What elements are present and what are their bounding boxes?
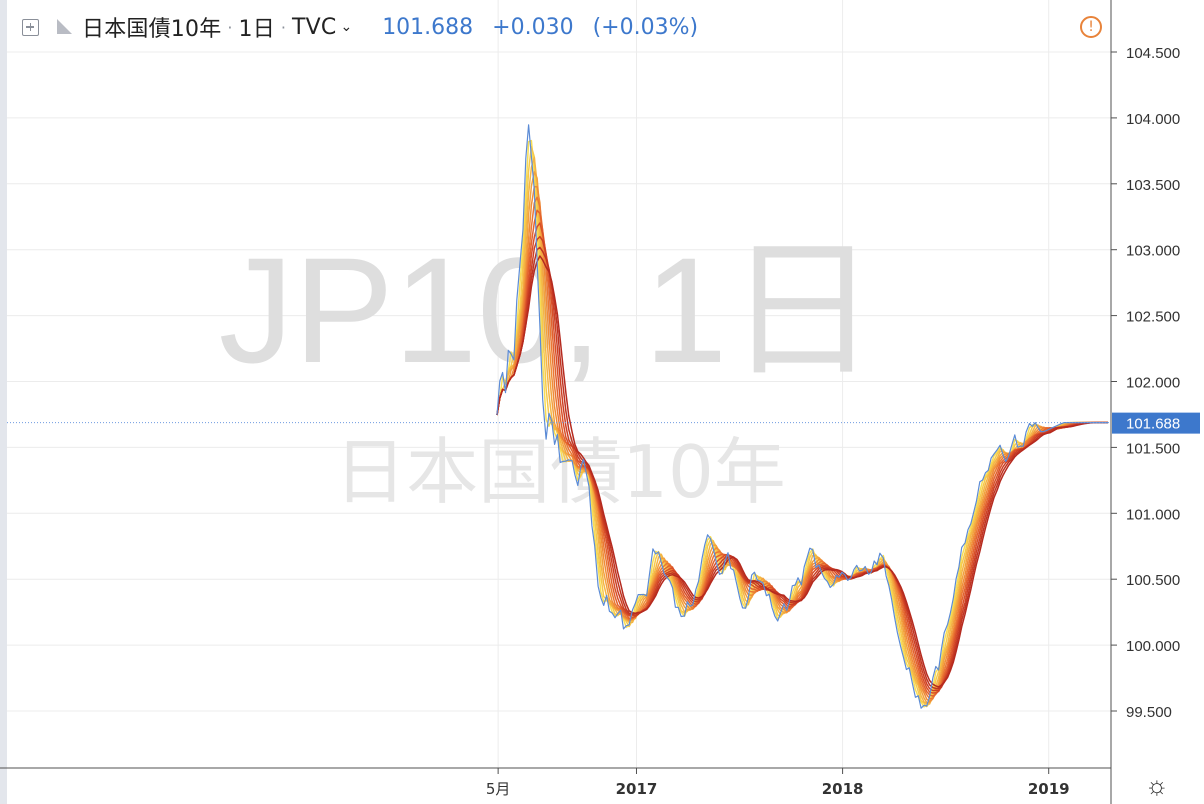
- y-tick-label: 99.500: [1126, 704, 1172, 721]
- exchange-label[interactable]: TVC: [292, 14, 337, 40]
- y-tick-label: 104.500: [1126, 45, 1180, 62]
- separator-dot: ·: [280, 17, 286, 37]
- quote-readout: 101.688 +0.030 (+0.03%): [382, 15, 710, 40]
- x-tick-label: 2019: [1028, 780, 1070, 798]
- last-price: 101.688: [382, 14, 474, 40]
- y-tick-label: 103.000: [1126, 243, 1180, 260]
- ema-line: [496, 171, 1108, 704]
- y-tick-label: 102.500: [1126, 309, 1180, 326]
- y-tick-label: 104.000: [1126, 111, 1180, 128]
- y-tick-label: 100.500: [1126, 572, 1180, 589]
- price-series: [496, 124, 1108, 709]
- last-price-box: [1112, 412, 1200, 434]
- chevron-down-icon[interactable]: ⌄: [340, 19, 353, 35]
- time-axis: 5月 2017 2018 2019: [486, 768, 1070, 798]
- flag-icon[interactable]: [57, 18, 72, 34]
- last-price-label: 101.688: [1126, 416, 1180, 433]
- watermark-symbol: JP10, 1日: [219, 226, 878, 394]
- x-tick-label: 5月: [486, 780, 511, 798]
- separator-dot: ·: [227, 17, 233, 37]
- ema-line: [496, 185, 1108, 703]
- y-tick-label: 103.500: [1126, 177, 1180, 194]
- last-price-marker: 101.688: [7, 412, 1200, 434]
- y-tick-label: 101.500: [1126, 440, 1180, 457]
- chart-header: 日本国債10年 · 1日 · TVC ⌄ 101.688 +0.030 (+0.…: [22, 10, 710, 44]
- plus-square-icon[interactable]: [22, 18, 39, 36]
- ema-line: [496, 255, 1108, 688]
- symbol-name[interactable]: 日本国債10年: [82, 17, 222, 42]
- x-tick-label: 2018: [822, 780, 864, 798]
- price-change: +0.030: [492, 14, 574, 40]
- price-change-percent: (+0.03%): [592, 14, 699, 40]
- price-line: [496, 124, 1108, 709]
- y-tick-label: 101.000: [1126, 506, 1180, 523]
- gear-icon[interactable]: ☼: [1145, 770, 1169, 800]
- y-tick-label: 102.000: [1126, 375, 1180, 392]
- left-panel-edge: [0, 0, 7, 804]
- x-tick-label: 2017: [616, 780, 658, 798]
- warning-circle-icon[interactable]: !: [1080, 16, 1102, 38]
- price-axis: 104.500 104.000 103.500 103.000 102.500 102.0…: [1111, 45, 1180, 721]
- interval-label[interactable]: 1日: [238, 17, 275, 42]
- y-tick-label: 100.000: [1126, 638, 1180, 655]
